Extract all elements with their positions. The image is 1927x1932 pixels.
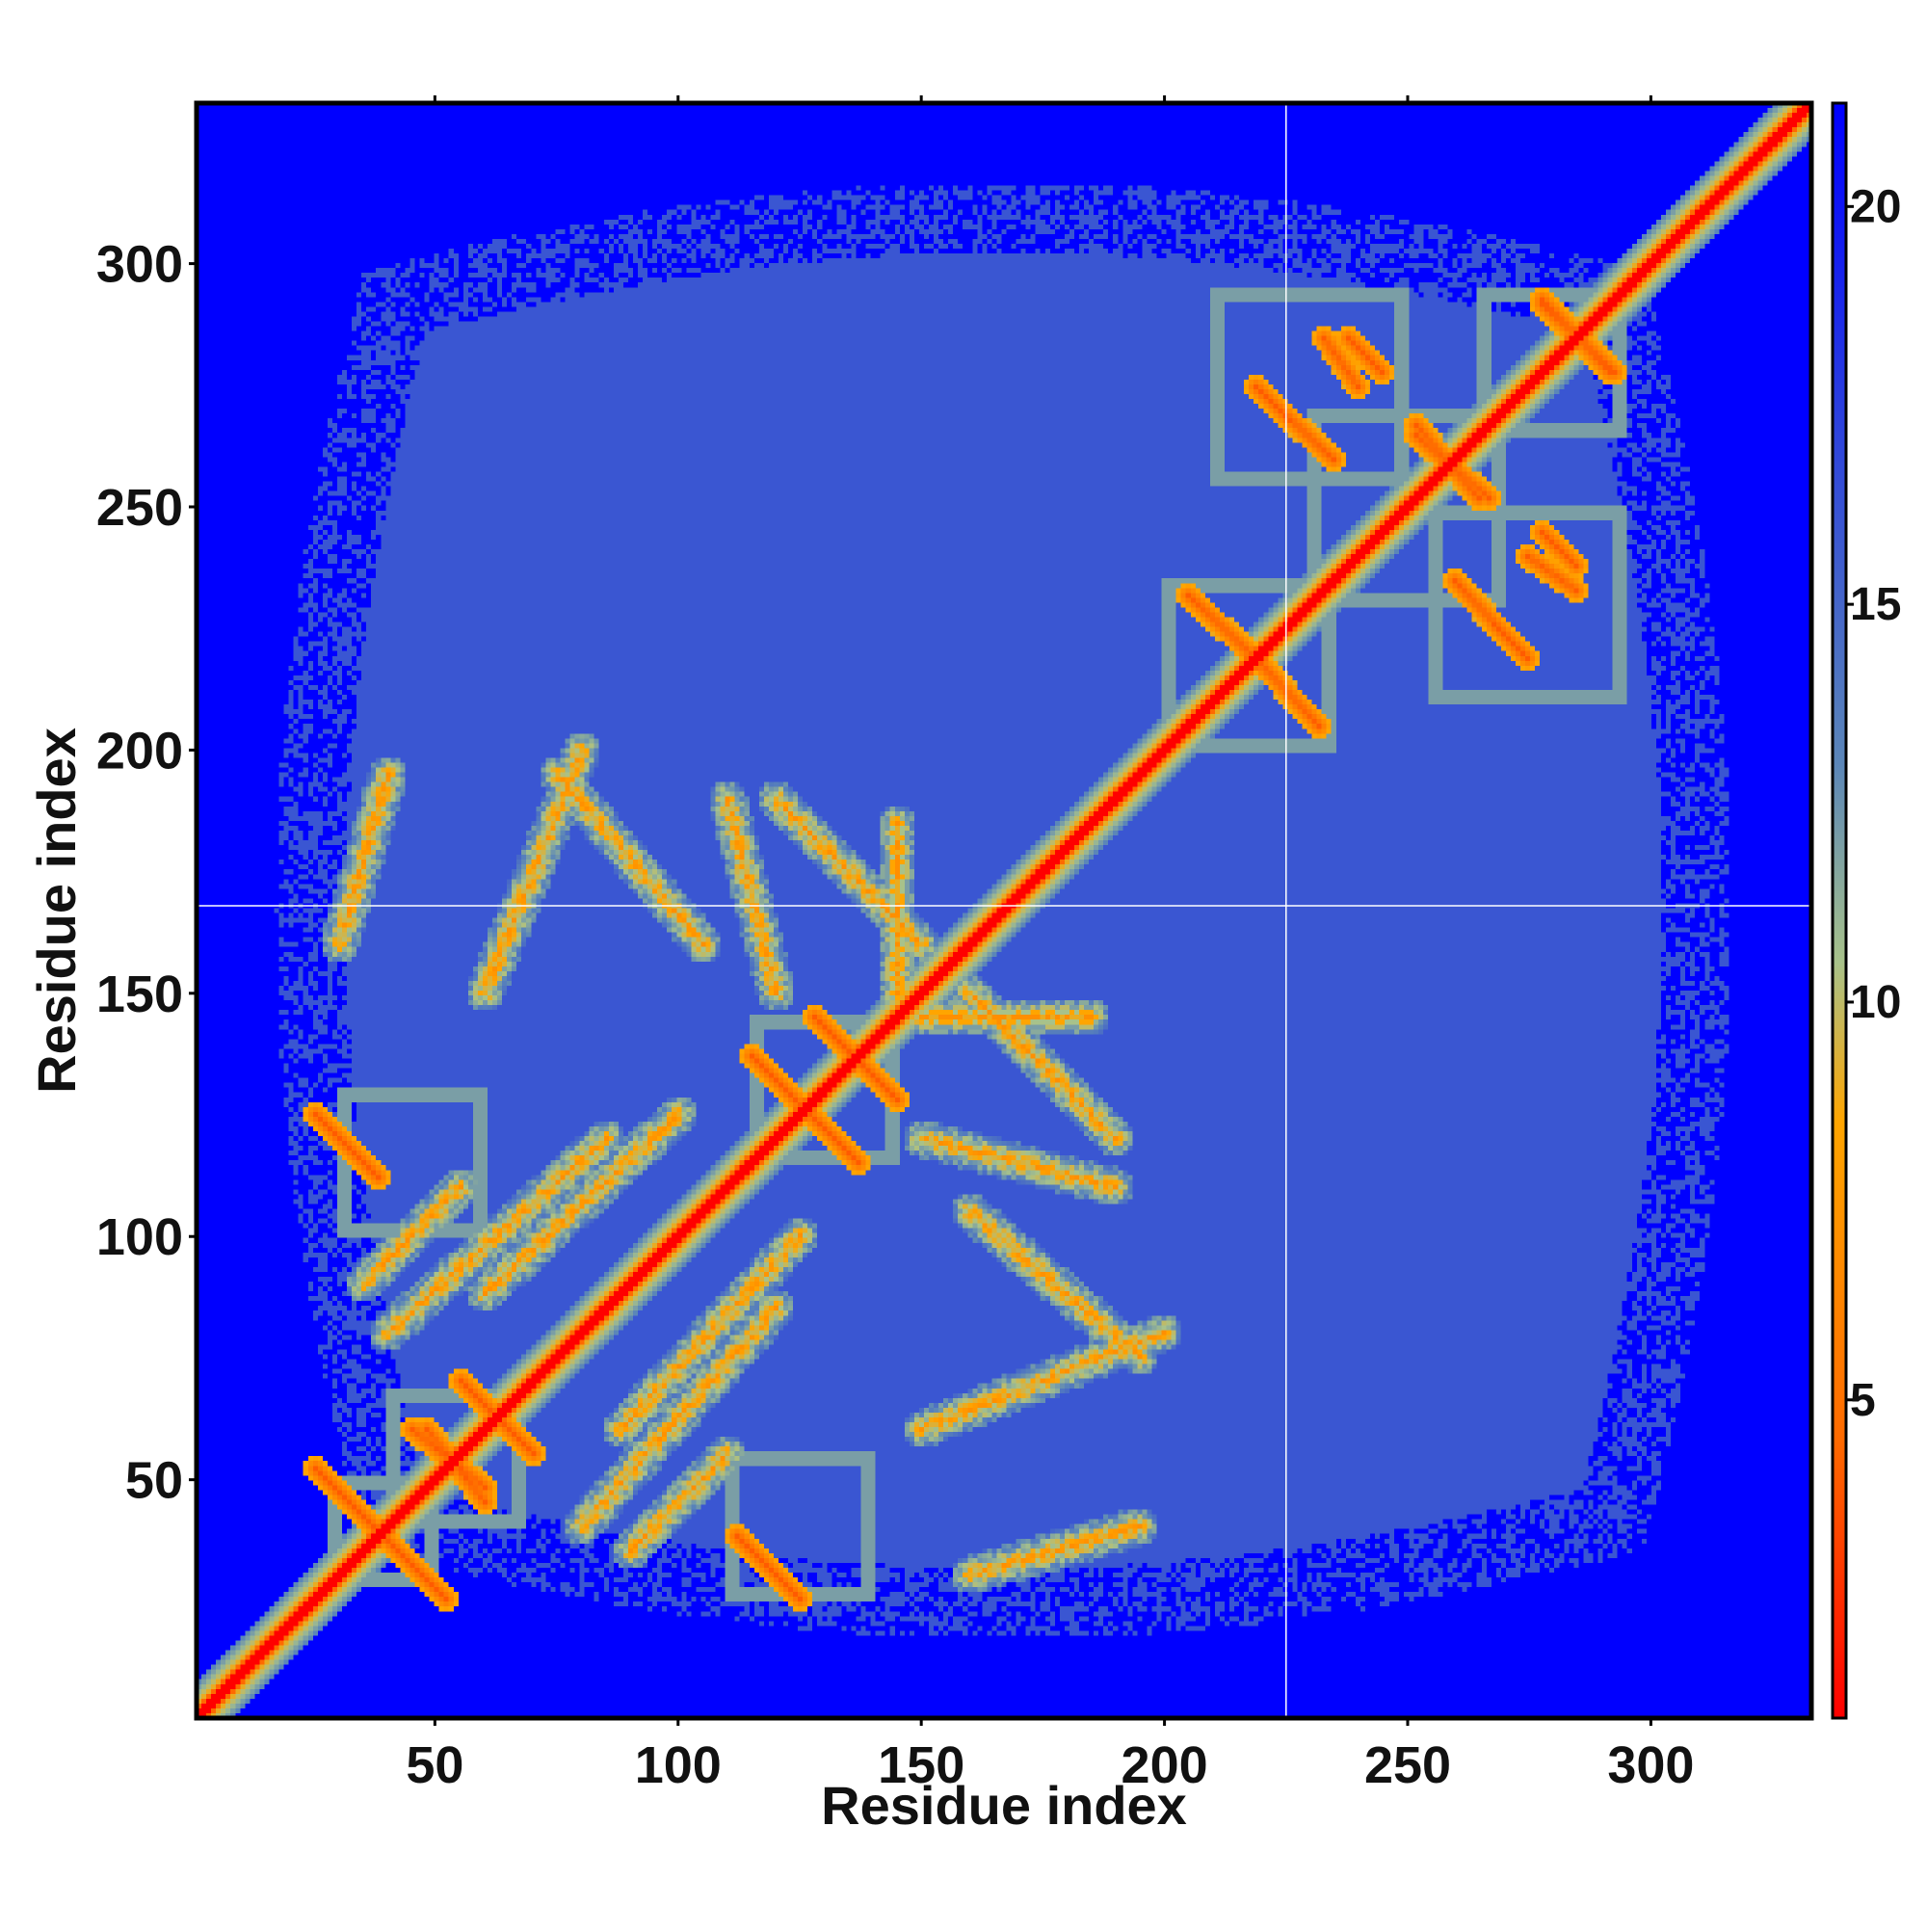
y-tick-label: 150 [96, 966, 183, 1023]
colorbar-ticks: 5 10 15 20 [1846, 181, 1901, 1426]
colorbar-frame [1831, 101, 1848, 1720]
heatmap-layer [197, 103, 1811, 1718]
cutoff-lines [197, 103, 1811, 1718]
colorbar-gradient [1833, 103, 1846, 1718]
y-tick-label: 200 [96, 722, 183, 780]
colorbar: 5 10 15 20 [1831, 101, 1901, 1720]
x-tick-label: 300 [1607, 1736, 1694, 1794]
y-axis: 50 100 150 200 250 300 [96, 236, 197, 1510]
x-tick-label: 150 [878, 1736, 964, 1794]
x-tick-label: 100 [635, 1736, 722, 1794]
y-tick-label: 50 [125, 1452, 183, 1510]
y-tick-label: 250 [96, 479, 183, 537]
colorbar-tick-label: 20 [1850, 181, 1901, 232]
x-tick-label: 50 [406, 1736, 463, 1794]
x-tick-label: 200 [1122, 1736, 1208, 1794]
x-axis: 50 100 150 200 250 300 [406, 95, 1694, 1794]
heatmap-image [197, 103, 1811, 1718]
y-tick-label: 100 [96, 1208, 183, 1266]
x-axis-label: Residue index [821, 1775, 1187, 1836]
colorbar-tick-label: 5 [1850, 1375, 1876, 1426]
colorbar-tick-label: 10 [1850, 977, 1901, 1028]
colorbar-tick-label: 15 [1850, 579, 1901, 630]
y-axis-label: Residue index [26, 728, 87, 1094]
x-tick-label: 250 [1364, 1736, 1451, 1794]
plot-frame [194, 100, 1814, 1721]
y-tick-label: 300 [96, 236, 183, 294]
